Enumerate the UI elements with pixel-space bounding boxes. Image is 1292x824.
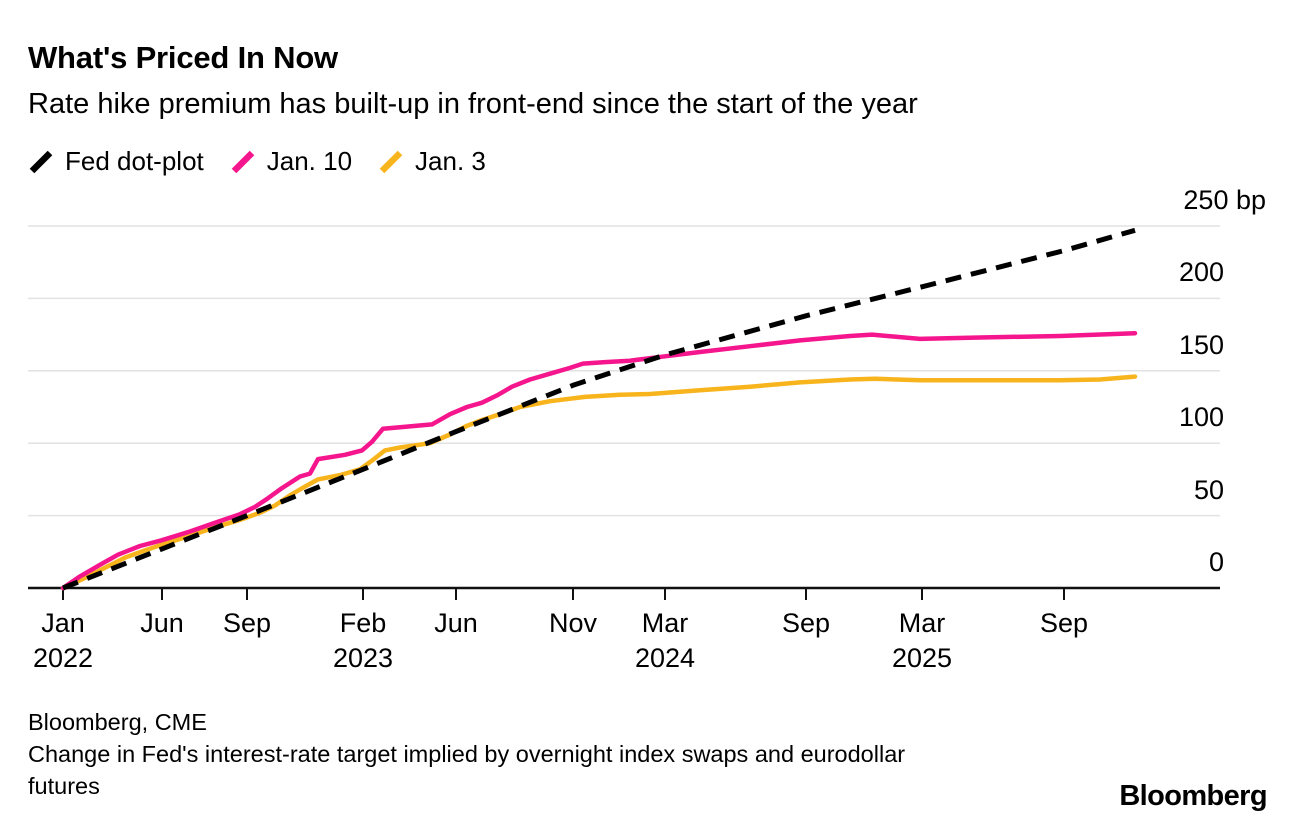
x-tick-year: 2022 [32,643,94,673]
source-text: Bloomberg, CME [28,709,207,735]
chart-legend: Fed dot-plot Jan. 10 Jan. 3 [28,146,486,177]
series-line-jan-3 [60,374,1138,591]
x-tick-month: Sep [1039,608,1089,638]
chart-title: What's Priced In Now [28,40,338,75]
x-tick-year: 2024 [634,643,696,673]
x-tick-label: Jun [87,606,237,641]
legend-item-jan-3: Jan. 3 [378,146,486,177]
y-tick-label: 0 [1208,547,1224,577]
series-line-jan-10 [60,330,1138,591]
x-tick-month: Feb [339,608,387,638]
x-tick-month: Mar [641,608,689,638]
bloomberg-logo: Bloomberg [1119,780,1267,812]
legend-item-jan-10: Jan. 10 [230,146,352,177]
x-tick-month: Sep [222,608,272,638]
chart-footer: Bloomberg, CME Change in Fed's interest-… [28,706,905,802]
x-tick-month: Sep [781,608,831,638]
legend-item-fed-dot-plot: Fed dot-plot [28,146,204,177]
x-tick-month: Mar [898,608,946,638]
legend-label: Jan. 3 [415,146,486,176]
note-line-2: futures [28,773,100,799]
x-tick-month: Nov [548,608,597,638]
series-line-fed-dot-plot [62,227,1136,591]
fed-dot-plot-swatch-icon [29,150,53,173]
x-tick-label: Sep [989,606,1139,641]
legend-label: Fed dot-plot [65,146,204,176]
x-tick-label: Sep [731,606,881,641]
jan-3-swatch-icon [379,150,403,173]
x-tick-label: Jun [381,606,531,641]
x-tick-label: Sep [172,606,322,641]
x-tick-label: Mar 2025 [847,606,997,676]
note-line-1: Change in Fed's interest-rate target imp… [28,741,906,767]
x-tick-year: 2025 [891,643,953,673]
x-tick-month: Jun [140,608,184,638]
jan-10-swatch-icon [231,150,255,173]
y-tick-label: 150 [1178,329,1224,360]
x-tick-label: Jan 2022 [0,606,138,676]
x-tick-label: Nov [498,606,648,641]
legend-label: Jan. 10 [266,146,353,176]
y-tick-label: 250 bp [1183,185,1266,215]
chart-subtitle: Rate hike premium has built-up in front-… [28,88,918,120]
x-tick-month: Jan [41,608,85,638]
y-tick-label: 100 [1178,402,1224,433]
x-tick-label: Mar 2024 [590,606,740,676]
x-tick-label: Feb 2023 [288,606,438,676]
y-tick-label: 50 [1193,474,1224,505]
x-tick-year: 2023 [332,643,394,673]
y-tick-label: 200 [1178,257,1224,288]
x-tick-month: Jun [434,608,478,638]
